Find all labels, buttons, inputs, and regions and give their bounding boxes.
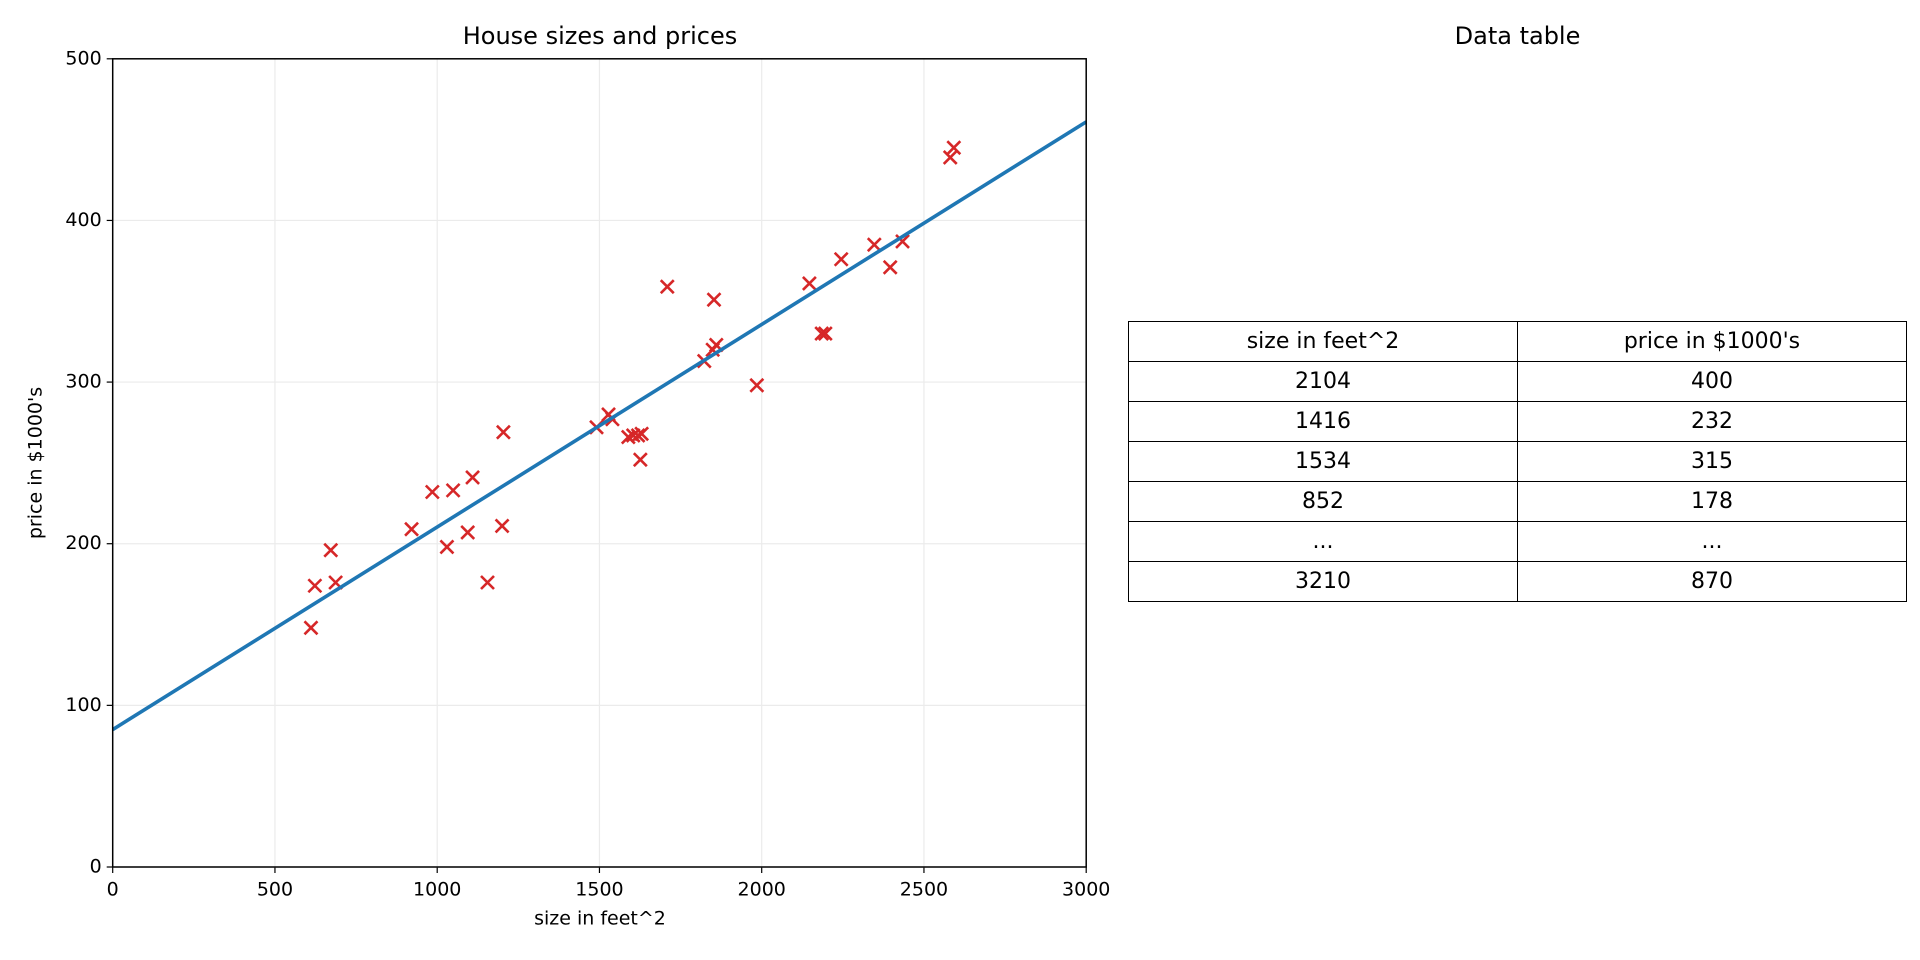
point xyxy=(303,620,319,636)
x-tick-label: 1500 xyxy=(575,879,623,901)
table-row: 1534 315 xyxy=(1128,441,1907,482)
point xyxy=(706,292,722,308)
x-tick-label: 2000 xyxy=(738,879,786,901)
plot-frame xyxy=(111,58,1087,868)
point xyxy=(494,518,510,534)
table-row: 3210 870 xyxy=(1128,561,1907,602)
point xyxy=(445,482,461,498)
y-tick-label: 400 xyxy=(65,209,101,231)
y-tick-label: 200 xyxy=(65,532,101,554)
point xyxy=(866,237,882,253)
header-row: size in feet^2 price in $1000's xyxy=(1128,321,1907,362)
point xyxy=(495,424,511,440)
chart-title: House sizes and prices xyxy=(463,22,738,50)
point xyxy=(833,251,849,267)
y-axis-label: price in $1000's xyxy=(25,387,47,539)
point xyxy=(424,484,440,500)
y-tick-label: 100 xyxy=(65,694,101,716)
point xyxy=(882,259,898,275)
point xyxy=(814,326,830,342)
table-cell: 232 xyxy=(1517,401,1907,442)
point xyxy=(634,426,650,442)
table-row: ...... xyxy=(1128,521,1907,562)
table-title: Data table xyxy=(1454,22,1581,50)
table-cell: 1416 xyxy=(1128,401,1518,442)
table-cell: 852 xyxy=(1128,481,1518,522)
table-cell: 870 xyxy=(1517,561,1907,602)
point xyxy=(465,470,480,485)
x-tick-label: 1000 xyxy=(413,879,461,901)
table-cell: 1534 xyxy=(1128,441,1518,482)
x-tick-label: 3000 xyxy=(1062,879,1110,901)
table-cell: price in $1000's xyxy=(1517,321,1907,362)
table-cell: size in feet^2 xyxy=(1128,321,1518,362)
fit-line xyxy=(112,120,1087,732)
point xyxy=(801,276,817,291)
table-row: 2104 400 xyxy=(1128,361,1907,402)
x-tick-label: 2500 xyxy=(900,879,948,901)
x-tick-label: 500 xyxy=(257,879,293,901)
point xyxy=(946,140,962,156)
table-cell: ... xyxy=(1517,521,1907,562)
point xyxy=(659,279,675,295)
point xyxy=(404,521,419,537)
point xyxy=(942,149,958,165)
table-row: 852 178 xyxy=(1128,481,1907,522)
point xyxy=(323,542,339,558)
table-row: 1416 232 xyxy=(1128,401,1907,442)
point xyxy=(460,524,476,540)
table-cell: 315 xyxy=(1517,441,1907,482)
x-tick-label: 0 xyxy=(107,879,119,901)
table-cell: ... xyxy=(1128,521,1518,562)
point xyxy=(630,428,646,443)
data-table: size in feet^2 price in $1000's 2104 400 141… xyxy=(1128,321,1907,602)
point xyxy=(749,377,765,393)
y-tick-label: 500 xyxy=(65,47,101,69)
y-tick-label: 0 xyxy=(90,856,102,878)
table-cell: 400 xyxy=(1517,361,1907,402)
point xyxy=(439,539,455,555)
x-axis-label: size in feet^2 xyxy=(534,908,666,930)
table-cell: 178 xyxy=(1517,481,1907,522)
point xyxy=(817,326,833,342)
point xyxy=(480,575,495,590)
y-tick-label: 300 xyxy=(65,371,101,393)
table-cell: 2104 xyxy=(1128,361,1518,402)
table-cell: 3210 xyxy=(1128,561,1518,602)
point xyxy=(307,578,323,594)
point xyxy=(632,452,648,468)
